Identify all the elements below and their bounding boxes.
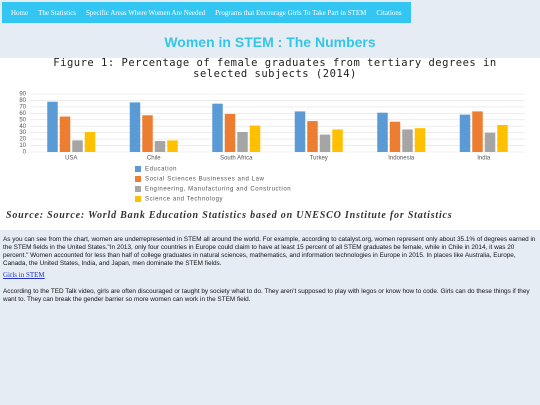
y-tick-label: 40 xyxy=(19,124,26,130)
bar xyxy=(72,140,83,152)
y-tick-label: 0 xyxy=(23,150,27,156)
bar xyxy=(154,141,166,152)
x-tick-label: USA xyxy=(65,156,77,162)
legend-label: Engineering, Manufacturing and Construct… xyxy=(145,187,291,193)
y-tick-label: 50 xyxy=(19,117,26,123)
paragraph: According to the TED Talk video, girls a… xyxy=(3,288,530,303)
bar xyxy=(212,103,223,152)
y-tick-label: 20 xyxy=(19,137,26,143)
chart-title: Figure 1: Percentage of female graduates… xyxy=(53,57,497,80)
y-tick-label: 90 xyxy=(19,92,26,98)
y-tick-label: 80 xyxy=(19,98,26,104)
nav-link[interactable]: Programs that Encourage Girls To Take Pa… xyxy=(215,8,367,17)
bar xyxy=(84,132,96,152)
bar xyxy=(294,111,306,152)
y-tick-label: 70 xyxy=(19,104,26,110)
legend-swatch xyxy=(135,196,141,202)
nav-link[interactable]: Specific Areas Where Women Are Needed xyxy=(86,8,206,17)
y-tick-label: 30 xyxy=(19,130,26,136)
legend-label: Social Sciences Businesses and Law xyxy=(145,177,265,183)
legend-label: Education xyxy=(145,167,177,173)
bar xyxy=(167,140,178,152)
bar xyxy=(319,134,331,152)
nav-link[interactable]: The Statistics xyxy=(38,8,77,17)
legend-swatch xyxy=(135,186,141,192)
bar xyxy=(414,128,426,152)
chart-source: Source: Source: World Bank Education Sta… xyxy=(6,210,453,221)
bar xyxy=(307,121,318,152)
nav-link[interactable]: Home xyxy=(11,8,29,17)
bar xyxy=(389,121,401,152)
bar xyxy=(497,124,508,152)
bar xyxy=(237,132,248,152)
x-tick-label: Indonesia xyxy=(388,156,415,162)
paragraph: As you can see from the chart, women are… xyxy=(3,236,536,267)
legend-label: Science and Technology xyxy=(145,197,223,203)
x-tick-label: Turkey xyxy=(310,156,328,162)
bar xyxy=(484,132,496,152)
bar xyxy=(402,129,413,152)
bar xyxy=(249,125,261,152)
y-tick-label: 10 xyxy=(19,143,26,149)
figure: Figure 1: Percentage of female graduates… xyxy=(0,58,540,230)
bar xyxy=(59,116,71,152)
legend-swatch xyxy=(135,166,141,172)
bar xyxy=(459,114,471,152)
x-tick-label: India xyxy=(477,156,491,162)
bar xyxy=(332,129,343,152)
bar xyxy=(142,115,153,152)
bar xyxy=(129,102,141,152)
x-tick-label: South Africa xyxy=(220,156,253,162)
bar xyxy=(472,111,483,152)
bar xyxy=(224,113,236,152)
y-tick-label: 60 xyxy=(19,111,26,117)
page-heading: Women in STEM : The Numbers xyxy=(164,34,376,50)
nav-bar: Home The Statistics Specific Areas Where… xyxy=(2,2,411,23)
bar xyxy=(377,112,388,152)
legend-swatch xyxy=(135,176,141,182)
bar xyxy=(47,101,58,152)
link[interactable]: Girls in STEM xyxy=(3,271,45,279)
x-tick-label: Chile xyxy=(147,156,161,162)
nav-link[interactable]: Citations xyxy=(376,8,402,17)
